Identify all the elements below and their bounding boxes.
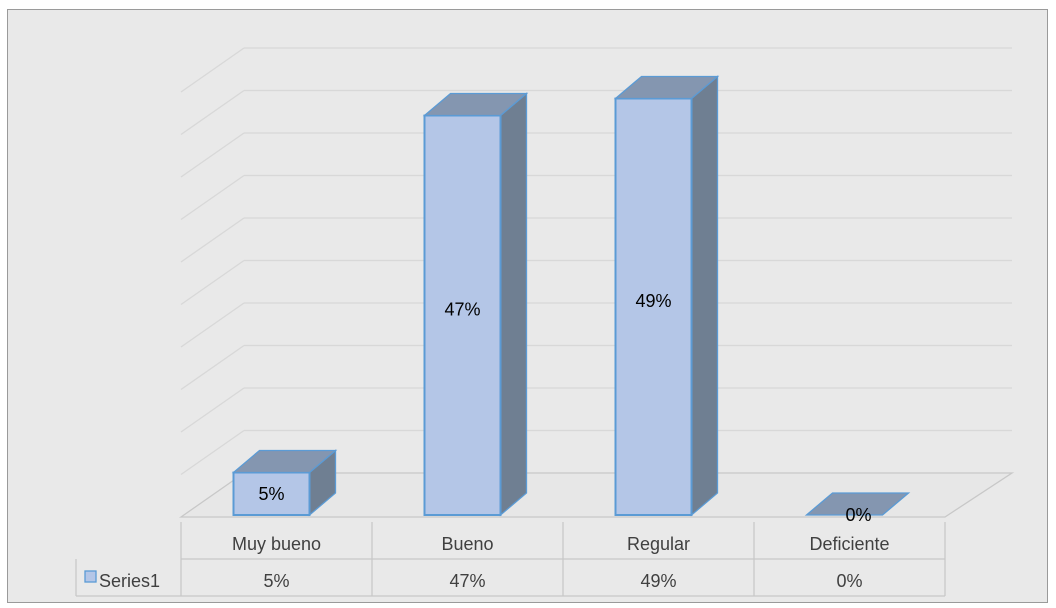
legend-swatch bbox=[84, 570, 97, 583]
category-label: Bueno bbox=[441, 534, 493, 554]
gridlines bbox=[180, 47, 1012, 476]
bar-side bbox=[499, 92, 528, 517]
table-value: 47% bbox=[449, 571, 485, 591]
bar bbox=[232, 471, 311, 516]
gridline bbox=[180, 217, 245, 263]
bar-group: 49% bbox=[613, 75, 720, 517]
floor-plane bbox=[178, 472, 1015, 518]
data-table: Muy bueno 5% Bueno 47% Regular 49% Deficiente 0… bbox=[75, 522, 946, 597]
category-label: Deficiente bbox=[809, 534, 889, 554]
bar bbox=[614, 97, 693, 516]
bar-top bbox=[231, 449, 338, 474]
chart-floor bbox=[178, 472, 1015, 518]
data-label: 47% bbox=[444, 299, 480, 319]
bar-top bbox=[613, 75, 720, 100]
bar bbox=[423, 114, 502, 516]
gridline bbox=[180, 302, 245, 348]
bar-top bbox=[422, 92, 529, 117]
gridline bbox=[180, 174, 245, 221]
bar-chart-3d: 5% 47% 49% 0% Muy bueno 5% Bueno 47% Regular 49%… bbox=[75, 47, 1015, 597]
bar-side bbox=[690, 75, 719, 517]
data-label: 0% bbox=[845, 505, 871, 525]
gridline bbox=[180, 387, 245, 433]
category-label: Muy bueno bbox=[232, 534, 321, 554]
gridline bbox=[180, 429, 245, 476]
bar-group: 0% bbox=[804, 492, 911, 525]
bars: 5% 47% 49% 0% bbox=[231, 75, 911, 525]
chart-area: 5% 47% 49% 0% Muy bueno 5% Bueno 47% Regular 49%… bbox=[7, 9, 1048, 603]
bar-group: 47% bbox=[422, 92, 529, 517]
table-value: 0% bbox=[836, 571, 862, 591]
gridline bbox=[180, 89, 245, 136]
gridline bbox=[180, 47, 245, 93]
table-value: 49% bbox=[640, 571, 676, 591]
bar-group: 5% bbox=[231, 449, 338, 517]
data-label: 49% bbox=[635, 291, 671, 311]
table-value: 5% bbox=[263, 571, 289, 591]
legend-label: Series1 bbox=[99, 571, 160, 591]
bar-top bbox=[804, 492, 911, 516]
category-label: Regular bbox=[627, 534, 690, 554]
gridline bbox=[180, 132, 245, 178]
gridline bbox=[180, 259, 245, 306]
gridline bbox=[180, 344, 245, 391]
data-label: 5% bbox=[258, 484, 284, 504]
